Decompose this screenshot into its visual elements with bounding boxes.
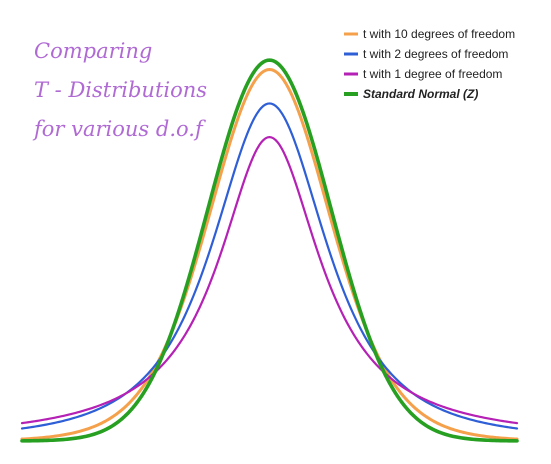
legend-label-t2: t with 2 degrees of freedom — [363, 47, 508, 61]
chart-curves — [20, 58, 519, 443]
title-line-3: for various d.o.f — [32, 117, 206, 141]
series-line-t10 — [20, 67, 519, 441]
title-line-1: Comparing — [34, 39, 152, 63]
chart-title: Comparing T - Distributions for various … — [32, 39, 207, 141]
chart-legend: t with 10 degrees of freedom t with 2 de… — [344, 27, 515, 101]
legend-label-t1: t with 1 degree of freedom — [363, 67, 502, 81]
series-line-normal — [20, 58, 519, 443]
series-line-t1 — [20, 135, 519, 425]
legend-label-normal: Standard Normal (Z) — [363, 87, 478, 101]
series-line-t2 — [20, 102, 519, 430]
title-line-2: T - Distributions — [34, 78, 207, 102]
legend-label-t10: t with 10 degrees of freedom — [363, 27, 515, 41]
